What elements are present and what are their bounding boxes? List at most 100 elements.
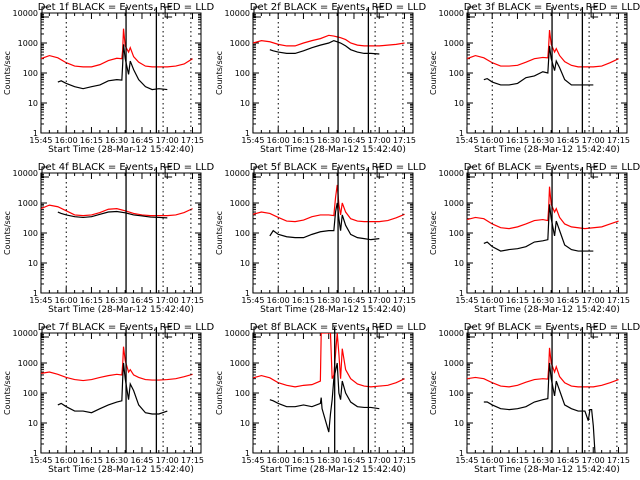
y-tick-label: 1000 — [18, 359, 38, 368]
bracket-marker — [376, 6, 385, 18]
panel-det-8: Det 8f BLACK = Events, RED = LLD 1 10 100 10… — [215, 322, 426, 475]
plot-frame — [466, 332, 628, 454]
x-tick-label: 16:00 — [481, 456, 504, 465]
bracket-marker — [376, 326, 385, 338]
series-lld — [253, 333, 405, 388]
x-tick-label: 17:00 — [156, 296, 179, 305]
x-tick-label: 16:15 — [292, 456, 315, 465]
panel-det-2: Det 2f BLACK = Events, RED = LLD11010010… — [215, 2, 426, 155]
y-tick-label: 100 — [23, 69, 38, 78]
bracket-marker-start — [41, 6, 49, 18]
x-tick-label: 16:30 — [317, 456, 340, 465]
series-events — [57, 210, 168, 219]
bracket-marker-start — [253, 166, 261, 178]
y-axis-label: Counts/sec — [215, 51, 224, 95]
x-tick-label: 15:45 — [29, 456, 52, 465]
y-tick-label: 10 — [454, 419, 464, 428]
y-tick-label: 100 — [449, 229, 464, 238]
x-tick-label: 16:00 — [267, 136, 290, 145]
x-axis-label: Start Time (28-Mar-12 15:42:40) — [474, 465, 620, 475]
y-tick-label: 10 — [454, 259, 464, 268]
x-tick-label: 16:30 — [105, 136, 128, 145]
y-tick-label: 1 — [459, 129, 464, 138]
x-tick-label: 17:00 — [368, 456, 391, 465]
panel-det-6: Det 6f BLACK = Events, RED = LLD11010010… — [429, 162, 640, 315]
y-tick-label: 1 — [33, 449, 38, 458]
x-tick-label: 17:00 — [582, 296, 605, 305]
plot-frame — [40, 332, 202, 454]
y-tick-label: 100 — [235, 229, 250, 238]
x-axis-label: Start Time (28-Mar-12 15:42:40) — [260, 465, 406, 475]
x-tick-label: 16:15 — [292, 296, 315, 305]
bracket-marker — [164, 326, 173, 338]
series-events — [269, 39, 380, 55]
bracket-marker-start — [41, 326, 49, 338]
y-tick-label: 10000 — [13, 329, 38, 338]
x-tick-label: 16:30 — [105, 456, 128, 465]
y-tick-label: 1 — [459, 449, 464, 458]
bracket-marker — [590, 326, 599, 338]
x-tick-label: 17:15 — [607, 136, 630, 145]
bracket-marker — [164, 166, 173, 178]
panel-title: Det 8f BLACK = Events, RED = LLD — [250, 322, 427, 333]
y-tick-label: 10 — [240, 99, 250, 108]
x-tick-label: 16:00 — [55, 136, 78, 145]
x-axis-label: Start Time (28-Mar-12 15:42:40) — [48, 465, 194, 475]
bracket-marker-start — [467, 6, 475, 18]
y-tick-label: 1 — [33, 129, 38, 138]
x-tick-label: 15:45 — [29, 296, 52, 305]
bracket-marker-start — [41, 166, 49, 178]
x-tick-label: 16:15 — [80, 136, 103, 145]
x-tick-label: 17:15 — [181, 456, 204, 465]
x-tick-label: 15:45 — [241, 296, 264, 305]
x-tick-label: 16:45 — [556, 456, 579, 465]
x-tick-label: 16:30 — [531, 456, 554, 465]
y-axis-label: Counts/sec — [215, 211, 224, 255]
x-tick-label: 16:00 — [55, 456, 78, 465]
bracket-marker — [590, 166, 599, 178]
x-tick-label: 17:15 — [181, 296, 204, 305]
y-tick-label: 1000 — [230, 39, 250, 48]
y-tick-label: 10000 — [13, 169, 38, 178]
y-tick-label: 1000 — [230, 359, 250, 368]
bracket-marker — [376, 166, 385, 178]
x-tick-label: 16:00 — [267, 296, 290, 305]
x-tick-label: 17:00 — [368, 296, 391, 305]
x-tick-label: 16:45 — [556, 136, 579, 145]
panel-det-3: Det 3f BLACK = Events, RED = LLD11010010… — [429, 2, 640, 155]
x-tick-label: 17:15 — [607, 296, 630, 305]
x-tick-label: 16:00 — [481, 296, 504, 305]
x-tick-label: 16:00 — [481, 136, 504, 145]
y-tick-label: 10000 — [439, 169, 464, 178]
series-lld — [41, 346, 193, 382]
x-tick-label: 16:15 — [292, 136, 315, 145]
x-axis-label: Start Time (28-Mar-12 15:42:40) — [48, 305, 194, 315]
y-tick-label: 1 — [245, 289, 250, 298]
x-axis-label: Start Time (28-Mar-12 15:42:40) — [260, 305, 406, 315]
x-tick-label: 16:45 — [556, 296, 579, 305]
x-tick-label: 16:30 — [317, 136, 340, 145]
x-tick-label: 17:15 — [607, 456, 630, 465]
plot-frame — [252, 12, 414, 134]
x-tick-label: 15:45 — [455, 456, 478, 465]
bracket-marker — [164, 6, 173, 18]
y-tick-label: 100 — [449, 389, 464, 398]
x-axis-label: Start Time (28-Mar-12 15:42:40) — [474, 305, 620, 315]
y-tick-label: 1000 — [18, 199, 38, 208]
x-tick-label: 15:45 — [241, 456, 264, 465]
x-tick-label: 16:30 — [317, 296, 340, 305]
y-tick-label: 1000 — [444, 39, 464, 48]
y-tick-label: 1000 — [18, 39, 38, 48]
y-tick-label: 100 — [23, 229, 38, 238]
y-tick-label: 100 — [235, 69, 250, 78]
y-tick-label: 1 — [33, 289, 38, 298]
x-tick-label: 17:00 — [156, 136, 179, 145]
bracket-marker-start — [253, 326, 261, 338]
y-tick-label: 1 — [245, 449, 250, 458]
y-axis-label: Counts/sec — [3, 211, 12, 255]
series-events — [57, 362, 168, 415]
y-tick-label: 10 — [28, 259, 38, 268]
x-tick-label: 16:30 — [105, 296, 128, 305]
y-tick-label: 10000 — [225, 329, 250, 338]
x-axis-label: Start Time (28-Mar-12 15:42:40) — [474, 145, 620, 155]
